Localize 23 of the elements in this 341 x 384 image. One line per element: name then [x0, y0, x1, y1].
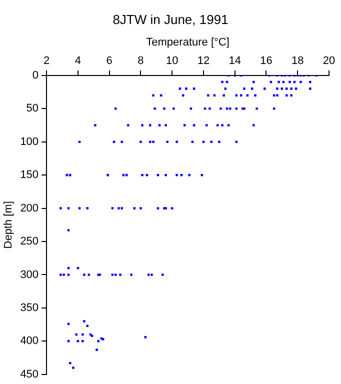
y-tick-label: 300 [20, 268, 39, 281]
y-axis-title: Depth [m] [2, 201, 15, 249]
y-tick-label: 50 [26, 102, 39, 115]
y-tick-label: 200 [20, 202, 39, 214]
x-tick-label: 16 [260, 54, 272, 67]
x-tick-label: 6 [106, 54, 112, 67]
x-axis-title: Temperature [°C] [146, 36, 230, 49]
y-tick-label: 350 [20, 302, 39, 314]
x-tick-label: 14 [228, 54, 241, 67]
y-tick-label: 100 [20, 136, 39, 148]
x-tick-label: 18 [291, 54, 304, 67]
y-tick-label: 400 [20, 335, 39, 348]
x-tick-label: 2 [43, 54, 50, 67]
y-tick-label: 0 [32, 69, 39, 82]
x-tick-label: 12 [197, 54, 210, 67]
y-tick-label: 450 [20, 368, 39, 380]
x-tick-label: 10 [166, 54, 178, 67]
x-tick-label: 20 [322, 54, 336, 67]
y-tick-label: 150 [20, 169, 39, 182]
x-tick-label: 8 [138, 54, 144, 67]
x-tick-label: 4 [74, 54, 81, 67]
y-tick-label: 250 [20, 236, 39, 248]
chart-title: 8JTW in June, 1991 [112, 12, 230, 27]
